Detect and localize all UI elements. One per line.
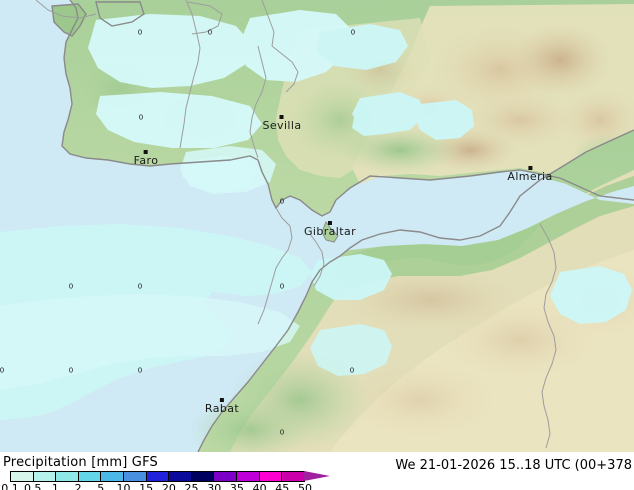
scale-tick-3: 2: [74, 482, 82, 490]
country-borders: [35, 0, 557, 449]
precip-portugal-3: [96, 92, 262, 148]
precip-cadiz: [180, 146, 276, 194]
coastlines: [51, 0, 634, 452]
map-canvas[interactable]: Faro Sevilla Gibraltar Almeria Rabat 0 0…: [0, 0, 634, 452]
precip-andalusia-3: [352, 104, 396, 136]
scale-swatch-12: [282, 472, 304, 481]
scale-tick-12: 45: [275, 482, 290, 490]
color-scale-ticks: 0.1 0.5 1 2 5 10 15 20 25 30 35 40 45 50: [1, 482, 313, 490]
precip-portugal-1: [88, 14, 252, 88]
scale-swatch-10: [237, 472, 260, 481]
scale-tick-6: 15: [139, 482, 154, 490]
precip-atlantic-north: [0, 224, 312, 306]
precip-algeria: [550, 266, 632, 324]
scale-tick-4: 5: [97, 482, 105, 490]
scale-swatch-1: [33, 472, 57, 481]
scale-tick-2: 1: [51, 482, 59, 490]
scale-swatch-7: [169, 472, 192, 481]
scale-swatch-9: [214, 472, 238, 481]
precip-andalusia-4: [414, 100, 474, 140]
color-scale: 0.1 0.5 1 2 5 10 15 20 25 30 35 40 45 50: [1, 471, 330, 490]
precip-morocco-ne: [310, 324, 392, 376]
scale-swatch-6: [146, 472, 170, 481]
scale-swatch-0: [11, 472, 34, 481]
scale-tick-9: 30: [207, 482, 222, 490]
map-footer: Precipitation [mm] GFS 0.1 0.5: [0, 452, 634, 490]
scale-tick-1: 0.5: [23, 482, 42, 490]
sierra-shading-2: [510, 24, 610, 96]
precip-alboran: [310, 254, 392, 300]
precipitation-overlay: [0, 10, 632, 420]
alboran-sea: [274, 174, 634, 256]
scale-tick-11: 40: [252, 482, 267, 490]
atlas-shading-2: [340, 360, 500, 440]
gibraltar-rock: [321, 220, 339, 243]
scale-overflow-arrow-icon: [304, 471, 330, 481]
scale-tick-0: 0.1: [1, 482, 19, 490]
scale-swatch-8: [191, 472, 215, 481]
scale-swatch-5: [124, 472, 147, 481]
scale-swatch-2: [56, 472, 79, 481]
scale-swatch-11: [259, 472, 283, 481]
precip-portugal-2: [240, 10, 352, 82]
scale-swatch-4: [101, 472, 125, 481]
scale-tick-13: 50: [298, 482, 312, 490]
precip-andalusia-1: [316, 24, 408, 70]
scale-tick-10: 35: [229, 482, 244, 490]
morocco-green-2: [190, 396, 310, 452]
legend-title: Precipitation [mm] GFS: [3, 455, 158, 470]
color-scale-bar: [10, 471, 305, 482]
scale-tick-8: 25: [184, 482, 199, 490]
scale-tick-5: 10: [116, 482, 131, 490]
scale-tick-7: 20: [161, 482, 176, 490]
scale-swatch-3: [78, 472, 102, 481]
model-run-info: We 21-01-2026 15..18 UTC (00+378: [395, 458, 632, 473]
precip-atlantic-south: [0, 294, 300, 390]
map-graphic: [0, 0, 634, 452]
africa-coastal-green: [336, 176, 634, 290]
